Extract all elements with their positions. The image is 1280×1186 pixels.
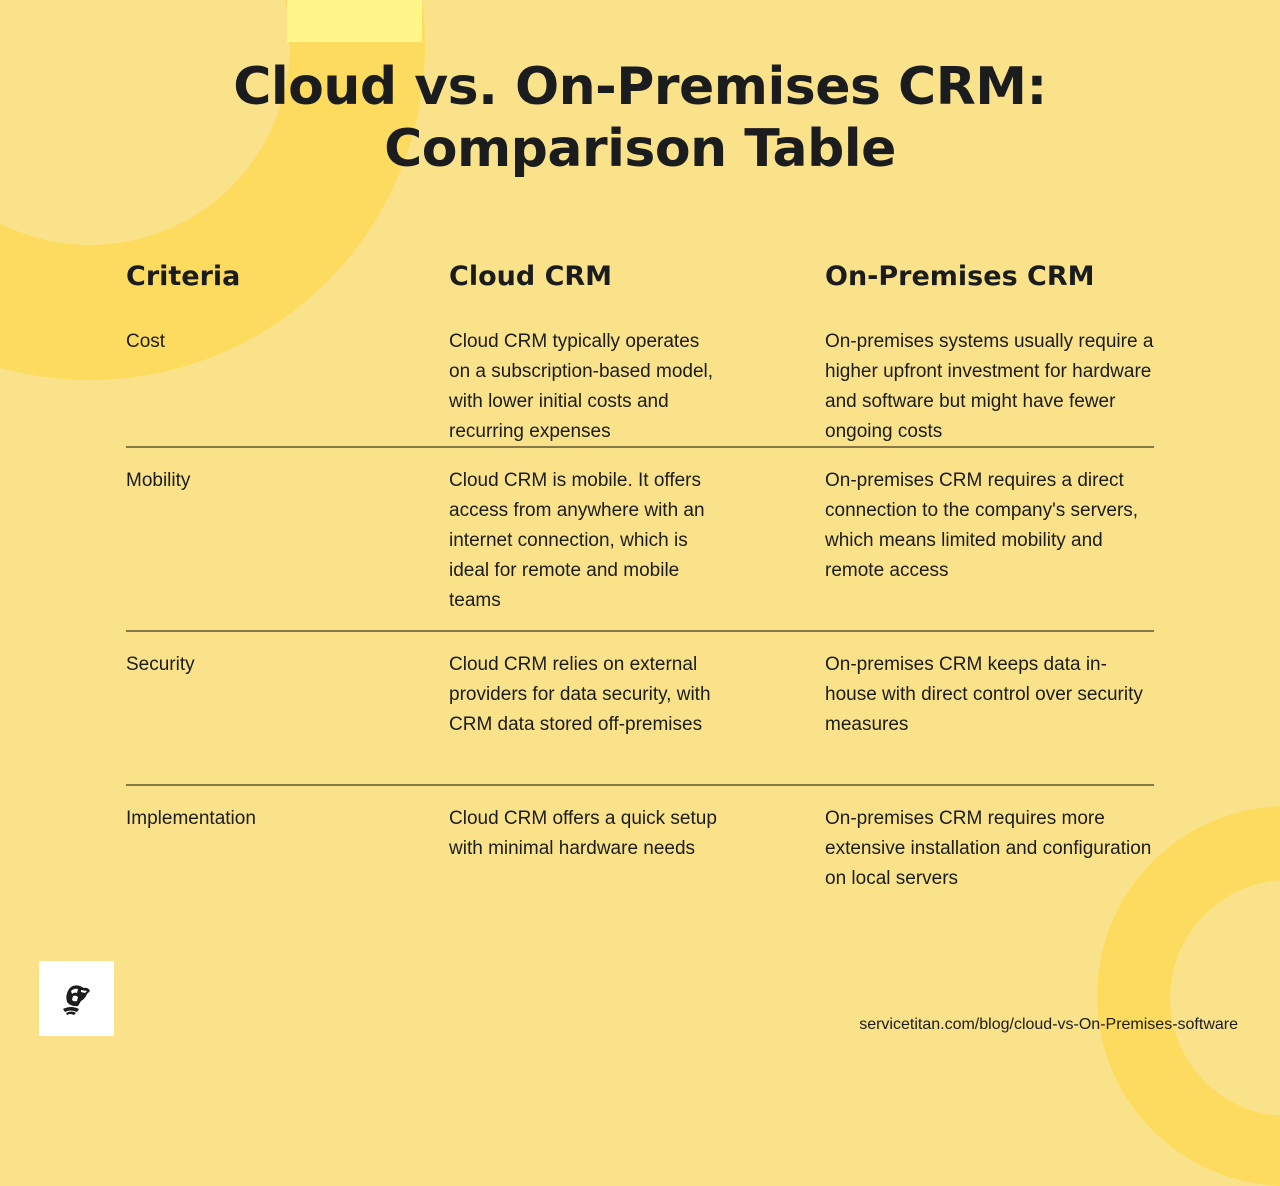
header-on-premises-crm: On-Premises CRM [825, 261, 1095, 292]
titan-mascot-icon [62, 984, 90, 1015]
criteria-cell: Implementation [126, 808, 256, 829]
criteria-cell: Security [126, 654, 195, 675]
cloud-cell: Cloud CRM typically operates on a subscr… [449, 331, 714, 442]
source-url: servicetitan.com/blog/cloud-vs-On-Premis… [859, 1016, 1238, 1033]
row-divider [126, 446, 1154, 448]
cloud-cell: Cloud CRM offers a quick setup with mini… [449, 808, 717, 859]
table-row-security: Security Cloud CRM relies on external pr… [126, 650, 1154, 784]
cloud-cell: Cloud CRM is mobile. It offers access fr… [449, 470, 705, 611]
servicetitan-logo [39, 961, 114, 1036]
row-divider [126, 630, 1154, 632]
header-cloud-crm: Cloud CRM [449, 261, 613, 292]
decorative-ring-bottom-right-inner [1170, 880, 1280, 1116]
row-divider [126, 784, 1154, 786]
table-row-implementation: Implementation Cloud CRM offers a quick … [126, 804, 1154, 904]
criteria-cell: Cost [126, 331, 166, 352]
onprem-cell: On-premises CRM requires a direct connec… [825, 470, 1139, 581]
page-title: Cloud vs. On-Premises CRM: Comparison Ta… [0, 56, 1280, 180]
cloud-cell: Cloud CRM relies on external providers f… [449, 654, 711, 735]
header-criteria: Criteria [126, 261, 241, 292]
table-header: Criteria Cloud CRM On-Premises CRM [126, 255, 1154, 327]
decorative-rectangle [287, 0, 422, 42]
onprem-cell: On-premises CRM requires more extensive … [825, 808, 1152, 889]
onprem-cell: On-premises systems usually require a hi… [825, 331, 1154, 442]
title-line-2: Comparison Table [384, 119, 896, 179]
onprem-cell: On-premises CRM keeps data in-house with… [825, 654, 1143, 735]
criteria-cell: Mobility [126, 470, 191, 491]
title-line-1: Cloud vs. On-Premises CRM: [233, 57, 1047, 117]
table-row-cost: Cost Cloud CRM typically operates on a s… [126, 327, 1154, 446]
table-row-mobility: Mobility Cloud CRM is mobile. It offers … [126, 466, 1154, 630]
comparison-table: Criteria Cloud CRM On-Premises CRM Cost … [126, 255, 1154, 904]
